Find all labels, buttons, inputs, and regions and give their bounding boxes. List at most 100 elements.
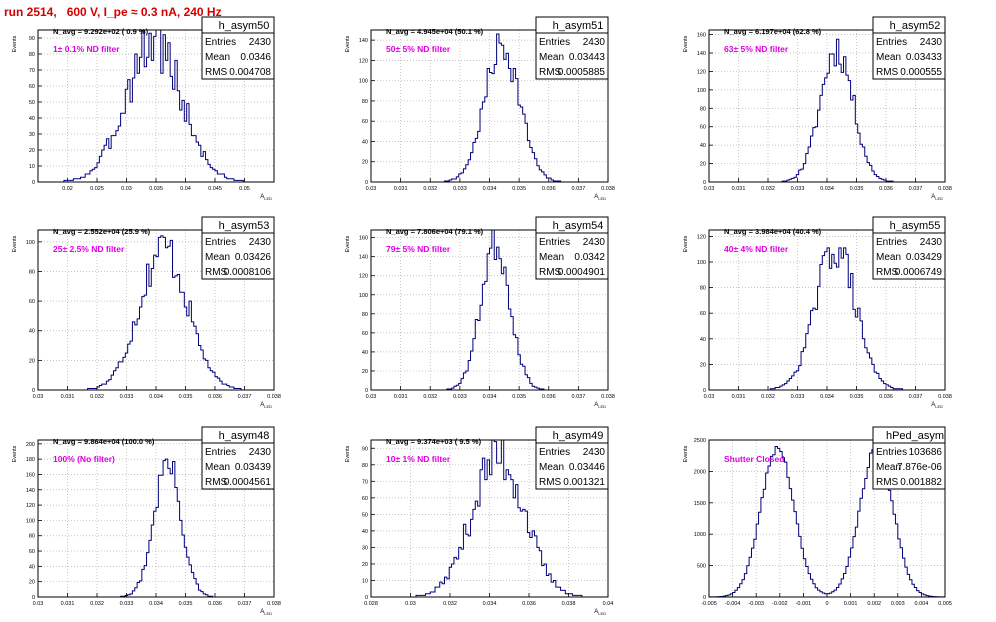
stats-box — [535, 426, 609, 490]
histogram-bin — [815, 127, 817, 182]
histogram-bin — [851, 100, 853, 182]
histogram-bin — [891, 501, 893, 597]
histogram-bin — [168, 468, 170, 597]
y-tick-label: 100 — [359, 293, 368, 299]
stats-key-rms: RMS — [876, 477, 899, 488]
histogram-bin — [442, 584, 444, 597]
y-tick-label: 80 — [362, 463, 368, 469]
y-axis-label: Events — [345, 445, 351, 462]
y-tick-label: 120 — [359, 58, 368, 64]
x-axis-label: ALED — [931, 402, 943, 409]
histogram-bin — [763, 489, 765, 597]
histogram-bin — [775, 447, 777, 597]
y-tick-label: 500 — [697, 564, 706, 570]
histogram-bin — [175, 487, 177, 597]
histogram-panel-h_asym48: 0.03 0.031 0.032 0.033 0.034 0.035 0.036 0.037 0… — [12, 426, 281, 616]
histogram-bin — [194, 326, 196, 390]
histogram-bin — [808, 325, 810, 390]
stats-key-rms: RMS — [539, 267, 562, 278]
y-tick-label: 2500 — [694, 438, 706, 444]
histogram-bin — [114, 136, 116, 182]
histogram-bin — [104, 145, 106, 182]
y-tick-label: 60 — [29, 299, 35, 305]
y-tick-label: 10 — [362, 578, 368, 584]
stats-value-rms: 0.0004901 — [558, 267, 606, 278]
histogram-bin — [492, 74, 494, 182]
histogram-line — [38, 29, 274, 183]
stats-key-rms: RMS — [539, 67, 562, 78]
histogram-bin — [161, 475, 163, 597]
histogram-bin — [222, 384, 224, 390]
x-tick-label: 0.034 — [149, 394, 163, 400]
y-tick-label: 0 — [703, 388, 706, 394]
histogram-bin — [478, 320, 480, 390]
y-tick-label: 20 — [29, 148, 35, 154]
y-tick-label: 40 — [29, 564, 35, 570]
y-tick-label: 0 — [365, 595, 368, 601]
stats-value-mean: 7.876e-06 — [897, 462, 942, 473]
histogram-bin — [433, 592, 435, 597]
histogram-bin — [135, 325, 137, 390]
navg-label: N_avg = 7.806e+04 (79.1 %) — [386, 227, 484, 236]
stats-key-mean: Mean — [539, 52, 564, 63]
x-tick-label: -0.005 — [701, 601, 717, 607]
histogram-bin — [860, 144, 862, 182]
x-tick-label: 0.033 — [791, 186, 805, 192]
stats-key-entries: Entries — [205, 237, 236, 248]
filter-label: 10± 1% ND filter — [386, 454, 451, 464]
histogram-bin — [846, 75, 848, 182]
histogram-bin — [867, 467, 869, 597]
histogram-bin — [832, 254, 834, 390]
y-tick-label: 140 — [697, 51, 706, 57]
histogram-bin — [785, 462, 787, 597]
histogram-bin — [173, 277, 175, 390]
y-tick-label: 40 — [362, 350, 368, 356]
x-tick-label: 0.034 — [149, 601, 163, 607]
histogram-bin — [834, 263, 836, 390]
histogram-bin — [130, 102, 132, 182]
stats-box — [201, 216, 275, 280]
stats-box — [201, 16, 275, 80]
stats-box — [872, 426, 946, 490]
x-tick-label: 0.037 — [909, 186, 923, 192]
histogram-bin — [787, 477, 789, 597]
x-tick-label: 0.031 — [732, 186, 746, 192]
x-tick-label: 0.032 — [761, 186, 775, 192]
y-tick-label: 20 — [362, 160, 368, 166]
x-tick-label: 0.034 — [483, 186, 497, 192]
histogram-bin — [139, 307, 141, 390]
histogram-bin — [869, 453, 871, 597]
y-tick-label: 100 — [26, 518, 35, 524]
y-tick-label: 20 — [362, 369, 368, 375]
x-tick-label: 0.03 — [405, 601, 416, 607]
histogram-bin — [825, 78, 827, 182]
histogram-panel-h_asym53: 0.03 0.031 0.032 0.033 0.034 0.035 0.036 0.037 0… — [12, 216, 281, 409]
x-axis-label-subscript: LED — [598, 611, 606, 616]
histogram-bin — [163, 237, 165, 390]
stats-key-mean: Mean — [876, 462, 901, 473]
x-tick-label: 0.038 — [601, 394, 615, 400]
x-tick-label: 0.037 — [571, 394, 585, 400]
y-tick-label: 40 — [362, 529, 368, 535]
histogram-bin — [839, 64, 841, 182]
histogram-bin — [147, 57, 149, 182]
stats-value-entries: 2430 — [249, 37, 272, 48]
histogram-bin — [801, 169, 803, 182]
x-tick-label: 0.031 — [394, 186, 408, 192]
x-axis-label: ALED — [260, 402, 272, 409]
stats-value-entries: 2430 — [583, 37, 606, 48]
histogram-bin — [853, 309, 855, 390]
y-tick-label: 0 — [703, 180, 706, 186]
stats-key-mean: Mean — [876, 252, 901, 263]
navg-label: N_avg = 9.864e+04 (100.0 %) — [53, 437, 155, 446]
histogram-bin — [556, 587, 558, 597]
x-tick-label: 0.037 — [909, 394, 923, 400]
histogram-bin — [542, 566, 544, 597]
histogram-bin — [770, 456, 772, 597]
stats-key-entries: Entries — [876, 447, 907, 458]
stats-key-rms: RMS — [205, 267, 228, 278]
stats-value-entries: 2430 — [249, 237, 272, 248]
histogram-bin — [768, 466, 770, 597]
x-tick-label: 0.035 — [512, 186, 526, 192]
stats-key-rms: RMS — [876, 67, 899, 78]
